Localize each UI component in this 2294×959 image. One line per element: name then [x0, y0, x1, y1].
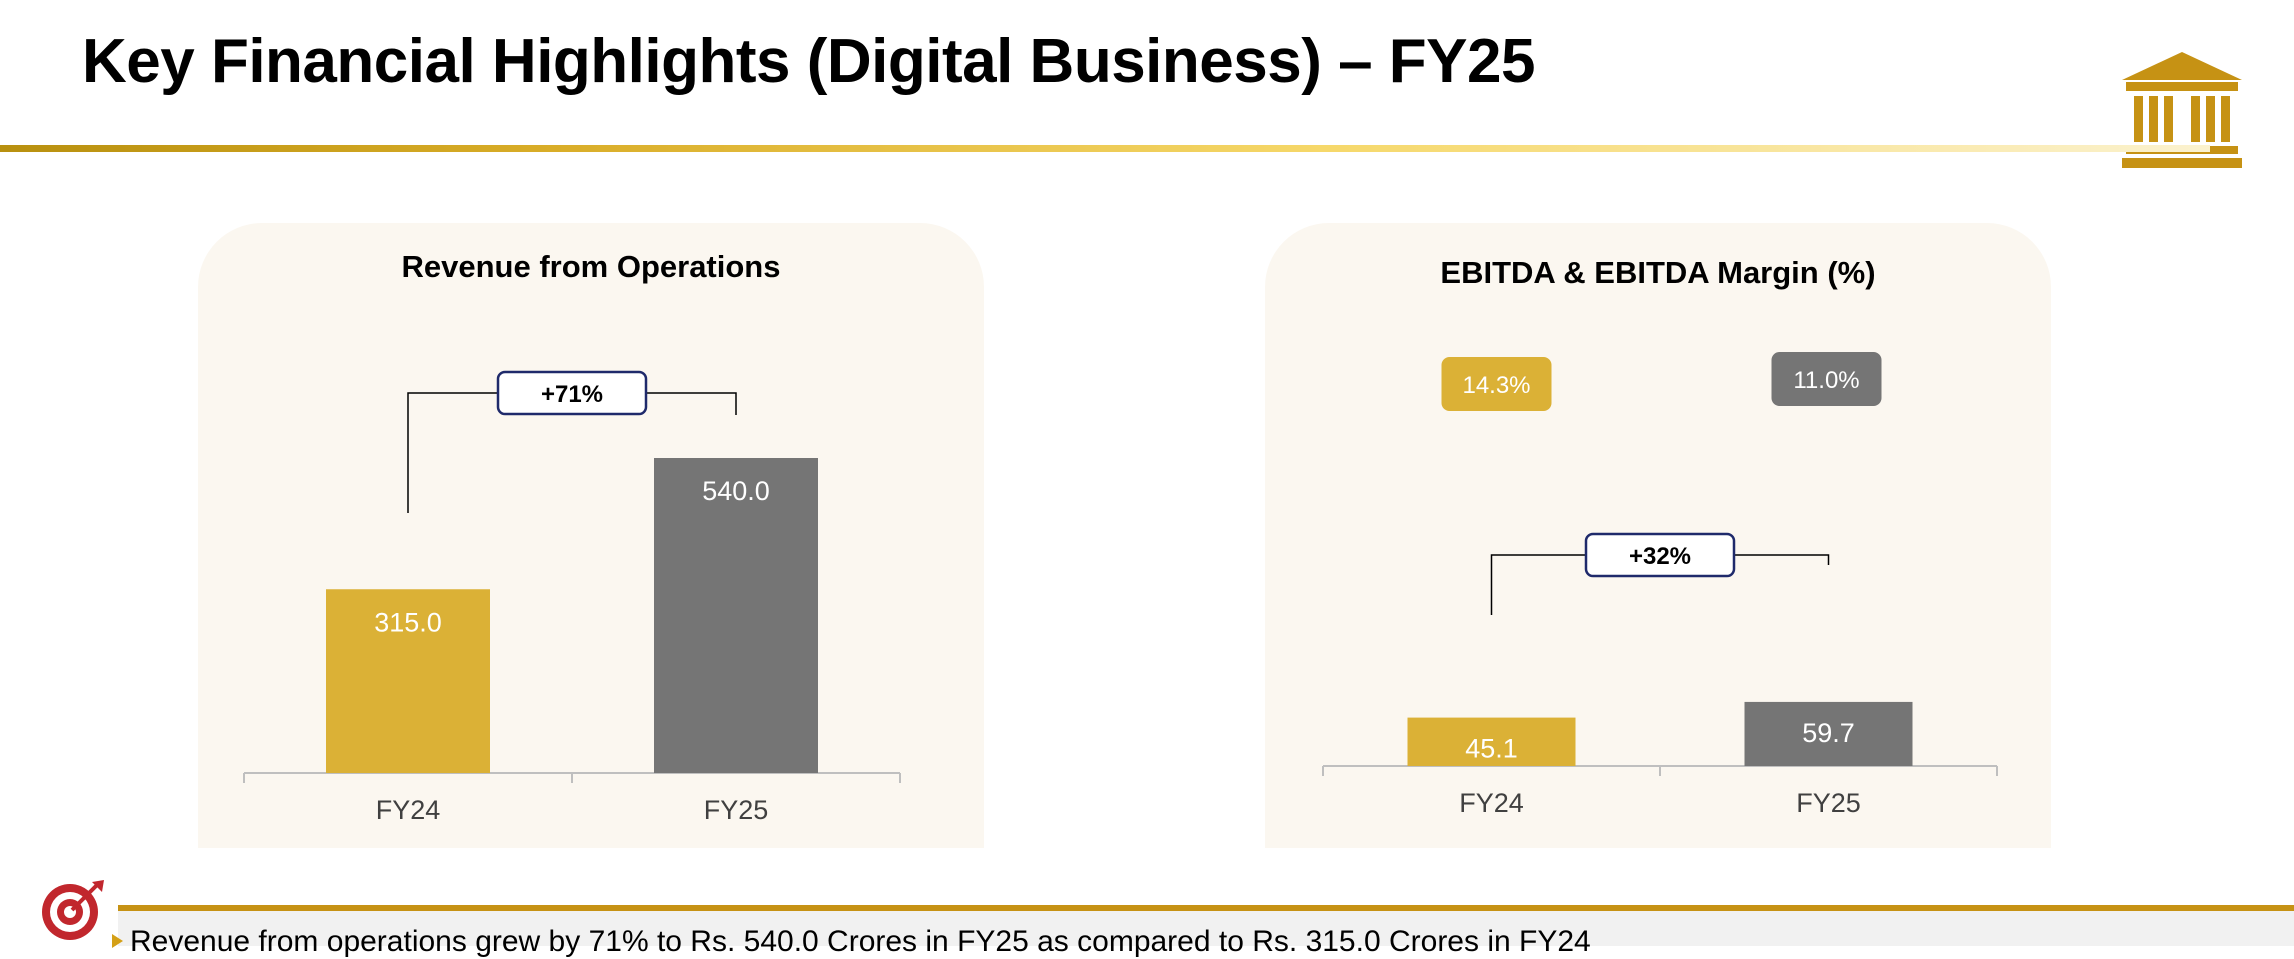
bar-fy25	[1744, 701, 1913, 766]
footer-divider	[118, 905, 2294, 911]
margin-pill-fy24	[1441, 357, 1552, 411]
ebitda-chart-title: EBITDA & EBITDA Margin (%)	[1440, 255, 1876, 290]
footer-summary-band	[118, 911, 2294, 946]
revenue-chart: 315.0 FY24 540.0 FY25 +71%	[243, 370, 901, 825]
growth-badge	[1584, 532, 1736, 578]
ebitda-chart: 45.1 FY24 59.7 FY25 +32% 14.3% 11.0%	[1322, 352, 1998, 818]
x-tick-label: FY25	[704, 795, 769, 825]
page-title: Key Financial Highlights (Digital Busine…	[82, 27, 1535, 96]
x-tick-label: FY24	[376, 795, 441, 825]
growth-bracket-left	[1490, 554, 1586, 615]
bar-value-label: 315.0	[374, 607, 442, 637]
bar-fy25	[654, 458, 818, 773]
margin-label: 14.3%	[1462, 372, 1530, 399]
growth-label: +71%	[541, 381, 603, 408]
x-tick-label: FY24	[1459, 788, 1524, 818]
growth-badge	[496, 370, 648, 416]
x-tick-label: FY25	[1796, 788, 1861, 818]
ebitda-chart-panel: EBITDA & EBITDA Margin (%) 45.1 FY24 59.7 F…	[1265, 223, 2051, 848]
title-underline	[0, 145, 2210, 152]
bar-value-label: 540.0	[702, 476, 770, 506]
bar-fy24	[326, 589, 490, 773]
growth-bracket-right	[646, 392, 737, 415]
triangle-bullet-icon	[112, 934, 123, 948]
margin-pill-fy25	[1771, 352, 1882, 406]
bar-fy24	[1407, 717, 1576, 766]
growth-label: +32%	[1629, 543, 1691, 570]
margin-label: 11.0%	[1793, 367, 1859, 394]
growth-bracket-left	[407, 392, 498, 513]
growth-bracket-right	[1734, 554, 1830, 565]
revenue-chart-panel: Revenue from Operations 315.0 FY24 540.0 FY…	[198, 223, 984, 848]
bar-value-label: 45.1	[1465, 734, 1518, 764]
bar-value-label: 59.7	[1802, 718, 1855, 748]
bank-building-icon	[2122, 52, 2242, 168]
target-dart-icon	[42, 880, 104, 940]
footer-summary-text: Revenue from operations grew by 71% to R…	[130, 925, 1591, 958]
revenue-chart-title: Revenue from Operations	[401, 249, 781, 284]
